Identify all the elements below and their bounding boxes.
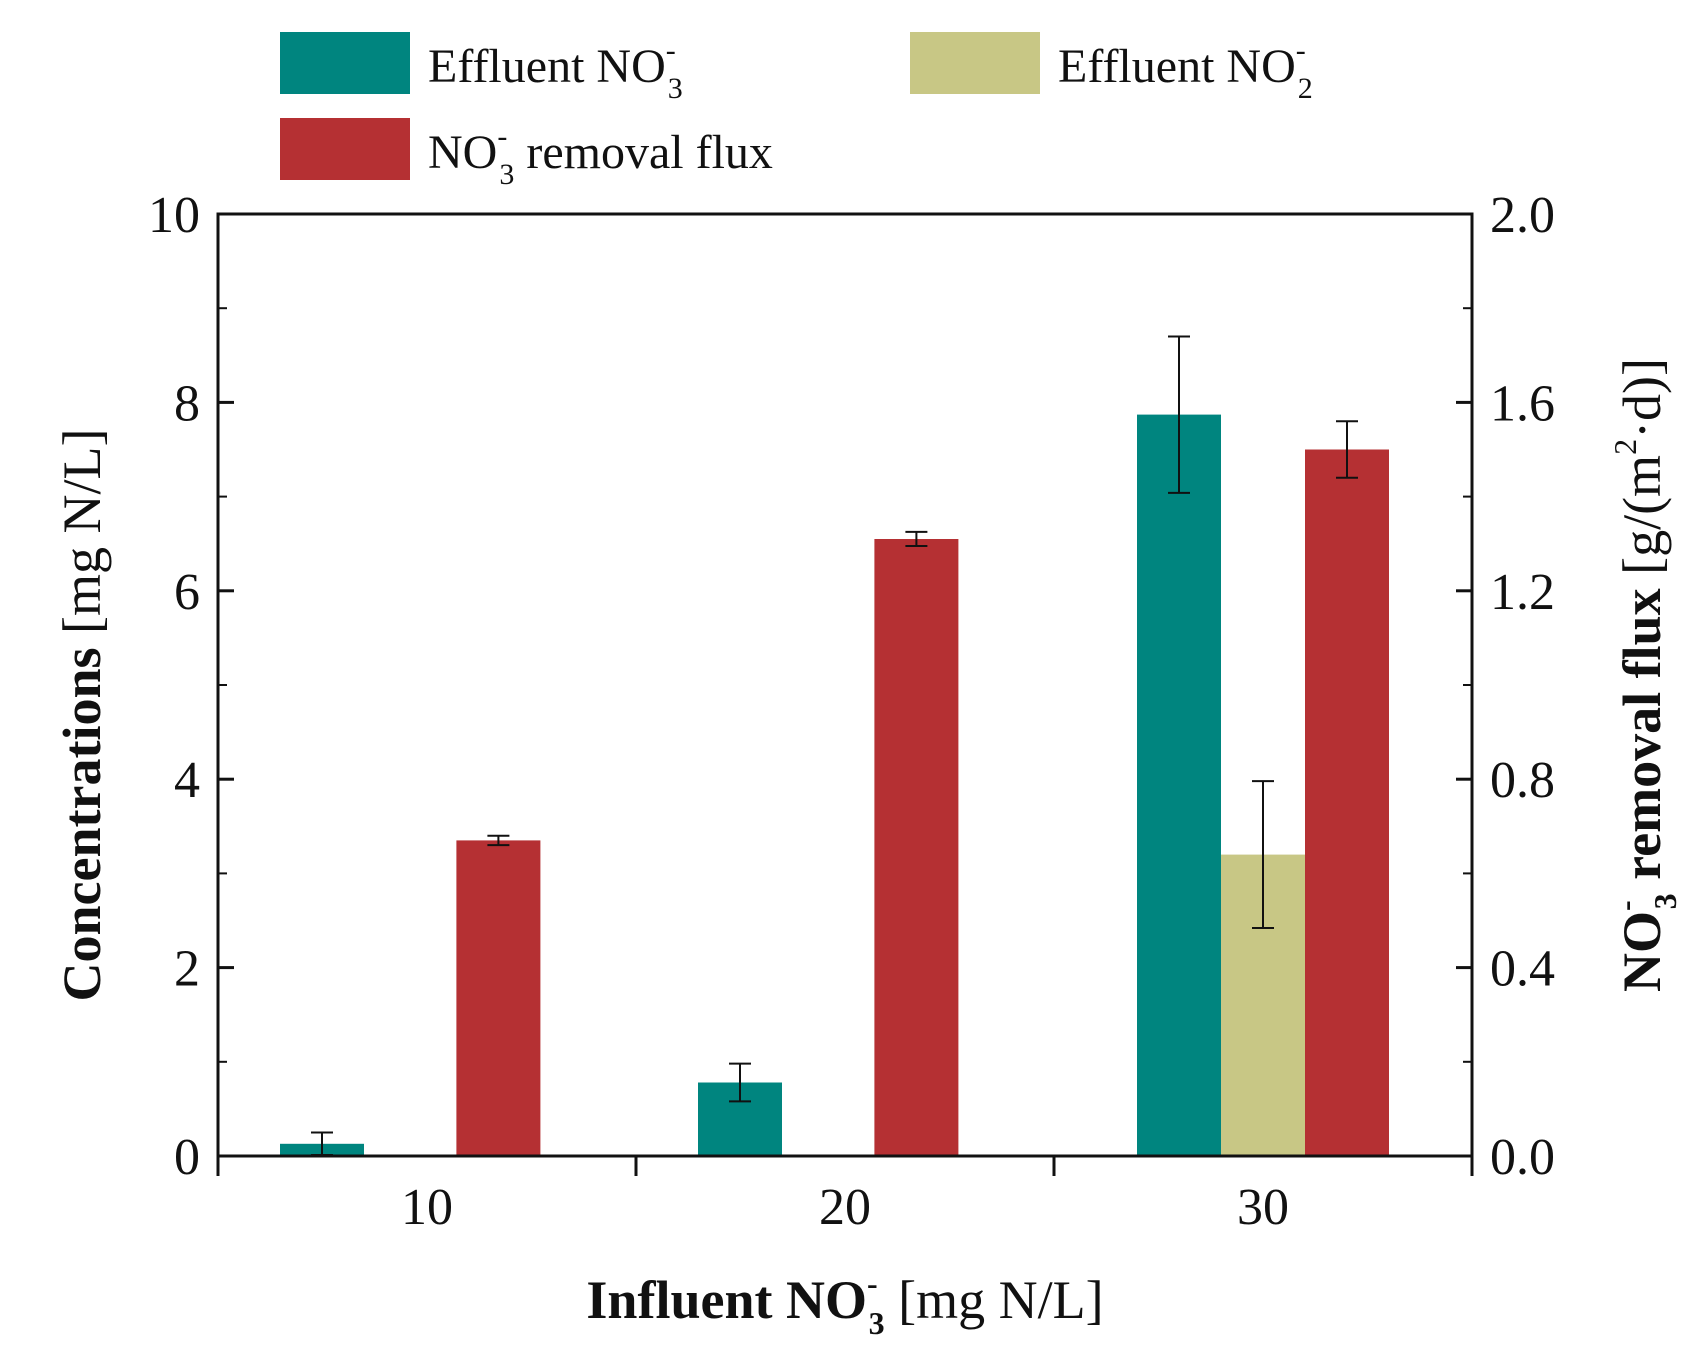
legend: Effluent NO-3 Effluent NO-2NO-3 removal f… (280, 32, 1313, 191)
x-axis-title-sub: 3 (869, 1305, 885, 1341)
y-axis-right-title-sup: - (1607, 900, 1643, 911)
bars (280, 335, 1389, 1157)
legend-text-sup: - (666, 34, 676, 67)
ytick-left-label: 2 (174, 941, 200, 998)
bar-no3-removal-flux-30 (1305, 449, 1389, 1156)
x-axis-title: Influent NO- 3 [mg N/L] (586, 1265, 1103, 1341)
ytick-right-label: 0.4 (1490, 941, 1555, 998)
xtick-label: 10 (401, 1179, 453, 1236)
ytick-right-label: 0.8 (1490, 752, 1555, 809)
ytick-left-label: 0 (174, 1129, 200, 1186)
legend-swatch-effluent-no2- (910, 32, 1040, 94)
y-axis-right-title: NO- 3 removal flux [g/(m2·d)] (1607, 358, 1683, 992)
y-axis-left-title-rest: [mg N/L] (52, 429, 112, 648)
ytick-right-label: 1.6 (1490, 375, 1555, 432)
legend-text-main: Effluent NO (428, 40, 666, 93)
legend-text-sup: - (497, 120, 507, 153)
legend-label-effluent-no3-: Effluent NO- 3 (428, 34, 683, 105)
xtick-label: 20 (819, 1179, 871, 1236)
y-axis-right-title-rest-sup: 2 (1607, 439, 1643, 455)
ytick-right-label: 0.0 (1490, 1129, 1555, 1186)
axes: 0 2 4 6 8 10 0.0 0.4 0.8 1.2 1.6 2.0 10 20 30 (148, 187, 1555, 1236)
legend-text-rest: removal flux (514, 126, 773, 179)
y-axis-right-title-bold-rest: removal flux (1612, 588, 1672, 893)
legend-text-sup: - (1296, 34, 1306, 67)
ytick-left-label: 8 (174, 375, 200, 432)
ytick-left-label: 10 (148, 187, 200, 244)
ytick-left-label: 4 (174, 752, 200, 809)
ytick-right-label: 2.0 (1490, 187, 1555, 244)
x-axis-title-bold: Influent NO (586, 1270, 867, 1330)
ytick-right-label: 1.2 (1490, 564, 1555, 621)
ytick-left-label: 6 (174, 564, 200, 621)
legend-label-no3-removal-flux: NO- 3 removal flux (428, 120, 773, 191)
bar-no3-removal-flux-20 (874, 539, 959, 1156)
x-axis-title-rest: [mg N/L] (885, 1270, 1104, 1330)
legend-text-main: NO (428, 126, 497, 179)
bar-effluent-no3--30 (1137, 414, 1221, 1157)
y-axis-right-title-bold: NO (1612, 911, 1672, 992)
legend-swatch-no3-removal-flux (280, 118, 410, 180)
y-axis-right-title-rest-1: [g/(m (1612, 455, 1672, 588)
y-axis-left-title-bold: Concentrations (52, 647, 112, 1001)
legend-text-main: Effluent NO (1058, 40, 1296, 93)
y-axis-right-title-sub: 3 (1647, 893, 1683, 909)
legend-text-sub: 3 (499, 158, 514, 191)
legend-text-sub: 3 (668, 72, 683, 105)
xtick-label: 30 (1237, 1179, 1289, 1236)
x-axis-title-sup: - (867, 1265, 878, 1301)
legend-label-effluent-no2-: Effluent NO- 2 (1058, 34, 1313, 105)
legend-swatch-effluent-no3- (280, 32, 410, 94)
bar-no3-removal-flux-10 (456, 840, 541, 1156)
axis-titles: Influent NO-3 [mg N/L]Concentrations [mg… (52, 358, 1683, 1341)
legend-text-sub: 2 (1298, 72, 1313, 105)
y-axis-right-title-rest-2: ·d)] (1612, 358, 1672, 439)
y-axis-left-title: Concentrations [mg N/L] (52, 429, 112, 1002)
